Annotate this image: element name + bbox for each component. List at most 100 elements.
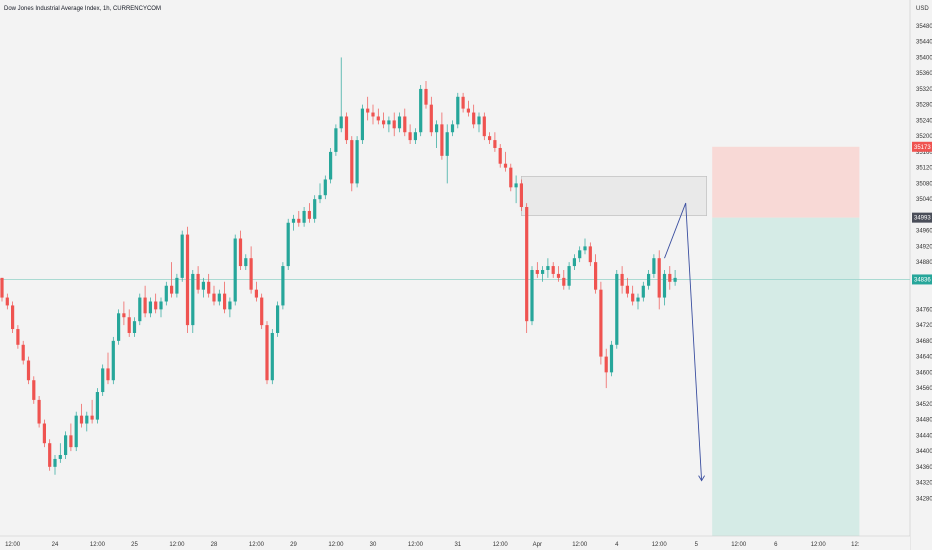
candle bbox=[85, 411, 89, 432]
candle-body bbox=[291, 218, 296, 223]
price-tag-background bbox=[912, 212, 932, 223]
candle-body bbox=[350, 140, 354, 184]
candle bbox=[588, 242, 592, 267]
candle bbox=[138, 293, 142, 326]
time-tick-label: 6 bbox=[774, 542, 778, 548]
candle-body bbox=[604, 356, 608, 373]
candle-body bbox=[154, 301, 158, 310]
candle bbox=[159, 297, 163, 318]
price-tag-background bbox=[912, 274, 932, 285]
candle-body bbox=[254, 289, 258, 298]
candles[interactable] bbox=[0, 57, 677, 475]
price-tick-label: 35280 bbox=[916, 103, 932, 109]
candle bbox=[32, 376, 36, 404]
candle bbox=[318, 183, 322, 204]
candle-body bbox=[631, 293, 635, 302]
candle-body bbox=[429, 104, 433, 133]
candle-body bbox=[509, 167, 513, 188]
candle bbox=[604, 348, 608, 389]
candle bbox=[217, 289, 221, 306]
candle bbox=[482, 112, 486, 141]
candle-body bbox=[53, 458, 57, 467]
candle-body bbox=[212, 293, 216, 302]
candle-body bbox=[21, 344, 25, 361]
candle bbox=[95, 388, 99, 424]
candle-body bbox=[101, 368, 105, 393]
candle bbox=[477, 112, 481, 133]
candle bbox=[276, 301, 280, 337]
candle-body bbox=[567, 266, 571, 286]
candle-body bbox=[498, 147, 502, 164]
time-axis[interactable]: 12:00 24 12:00 25 12:00 28 12:00 29 12:00 30 12:00… bbox=[0, 535, 910, 550]
candle-body bbox=[138, 297, 142, 322]
candle bbox=[424, 81, 428, 109]
candle bbox=[350, 136, 354, 192]
time-tick-label: 24 bbox=[52, 542, 59, 548]
candle bbox=[207, 273, 211, 298]
candle bbox=[79, 403, 84, 428]
candle bbox=[461, 92, 465, 113]
time-tick-label: 12:00 bbox=[811, 542, 827, 548]
price-tick-label: 34560 bbox=[916, 386, 932, 392]
price-tag-label: 35173 bbox=[914, 145, 931, 151]
candle-body bbox=[477, 116, 481, 125]
candle bbox=[323, 175, 327, 200]
candle-body bbox=[673, 277, 677, 282]
candle bbox=[127, 309, 131, 337]
candle-body bbox=[403, 116, 407, 133]
price-tick-label: 35120 bbox=[916, 166, 932, 172]
price-tick-label: 35360 bbox=[916, 71, 932, 77]
candle-body bbox=[185, 234, 190, 326]
candle bbox=[429, 96, 433, 137]
candle-body bbox=[445, 132, 449, 156]
candle-body bbox=[48, 443, 52, 467]
candle-body bbox=[143, 297, 147, 314]
price-tick-label: 34720 bbox=[916, 323, 932, 329]
candle bbox=[376, 108, 380, 125]
price-tick-label: 35040 bbox=[916, 197, 932, 203]
candle-body bbox=[228, 301, 232, 310]
price-tick-label: 35240 bbox=[916, 118, 932, 124]
candle-body bbox=[413, 132, 417, 141]
candle bbox=[164, 281, 168, 306]
candle-body bbox=[201, 281, 205, 290]
candle bbox=[143, 285, 147, 318]
candle-body bbox=[668, 273, 672, 282]
time-tick-label: 12:00 bbox=[90, 542, 106, 548]
time-tick-label: 25 bbox=[131, 542, 138, 548]
candle-body bbox=[11, 305, 15, 330]
price-tick-label: 35400 bbox=[916, 55, 932, 61]
candle-body bbox=[148, 301, 152, 314]
candle-body bbox=[657, 258, 661, 298]
candle-body bbox=[551, 266, 555, 274]
candle-body bbox=[488, 136, 492, 141]
time-tick-label: 12:00 bbox=[169, 542, 185, 548]
candle-body bbox=[207, 281, 211, 294]
candle bbox=[387, 116, 391, 133]
price-tag-label: 34836 bbox=[914, 277, 931, 283]
time-tick-label: 12:00 bbox=[493, 542, 509, 548]
candle-body bbox=[440, 124, 444, 156]
price-tick-label: 34640 bbox=[916, 355, 932, 361]
candle-body bbox=[556, 273, 561, 278]
price-tag-background bbox=[912, 141, 932, 152]
candle-body bbox=[313, 199, 317, 219]
drawings[interactable] bbox=[664, 202, 705, 482]
candle-body bbox=[382, 120, 386, 125]
candle bbox=[212, 285, 216, 306]
candle bbox=[631, 285, 635, 306]
supply-zone-rectangle bbox=[521, 176, 707, 216]
candle-body bbox=[355, 140, 359, 184]
candle bbox=[329, 147, 333, 184]
price-tick-label: 35200 bbox=[916, 134, 932, 140]
candle-body bbox=[323, 179, 327, 196]
candle-body bbox=[318, 195, 322, 200]
candle bbox=[551, 262, 555, 278]
price-tick-label: 34480 bbox=[916, 418, 932, 424]
candle-body bbox=[525, 207, 529, 322]
candle bbox=[583, 238, 587, 255]
price-tick-label: 34920 bbox=[916, 244, 932, 250]
time-tick-label: 31 bbox=[454, 542, 461, 548]
candle bbox=[26, 356, 31, 385]
price-tick-label: 34280 bbox=[916, 496, 932, 502]
